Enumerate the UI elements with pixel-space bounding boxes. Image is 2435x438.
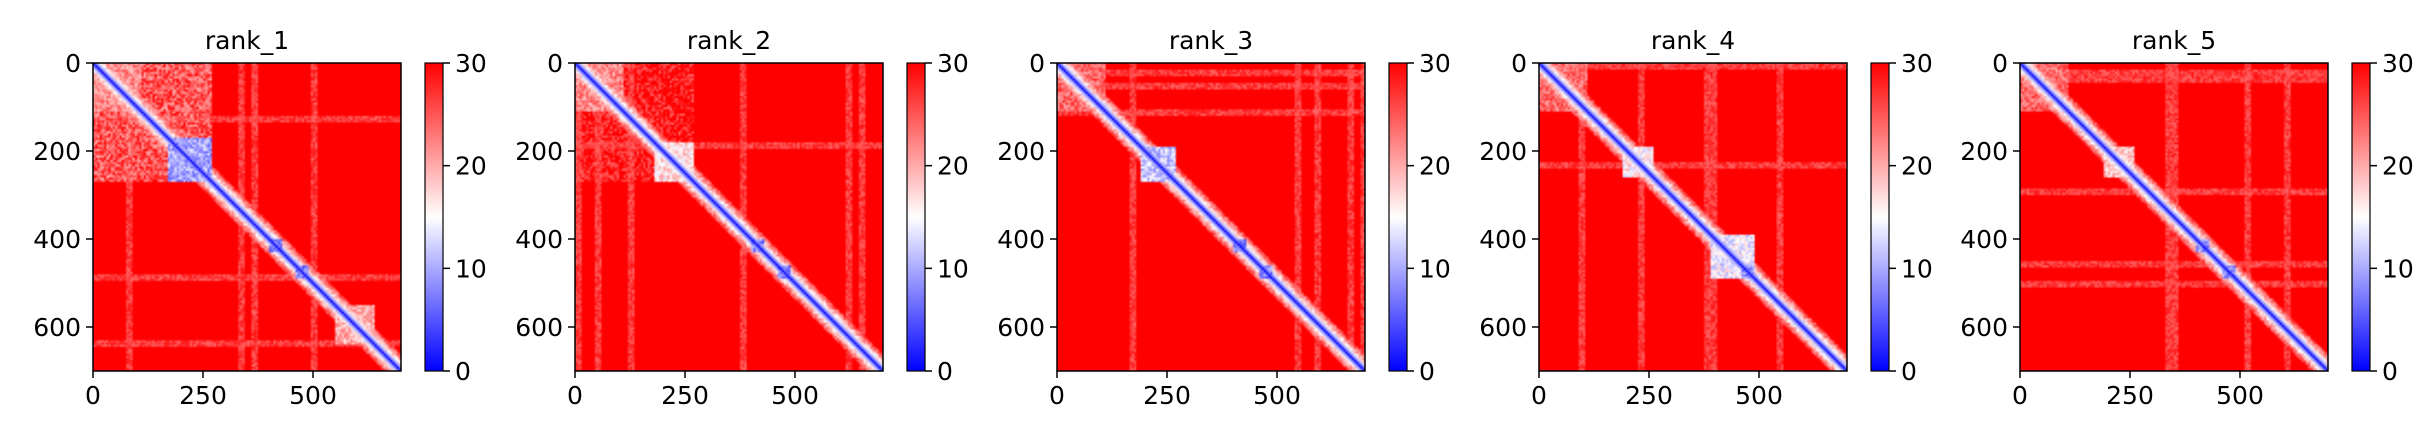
y-tick-label: 400 xyxy=(1479,225,1527,254)
colorbar xyxy=(2351,62,2371,372)
y-tick-label: 400 xyxy=(997,225,1045,254)
colorbar-tick-label: 10 xyxy=(1419,254,1451,283)
heatmap-image xyxy=(2020,63,2328,371)
y-tick-label: 0 xyxy=(547,49,563,78)
colorbar-tick-label: 20 xyxy=(455,152,487,181)
heatmap-image xyxy=(1057,63,1365,371)
colorbar-tick-label: 30 xyxy=(1419,49,1451,78)
axes-frame xyxy=(1538,62,1848,372)
colorbar xyxy=(906,62,926,372)
x-tick-label: 250 xyxy=(2106,381,2154,410)
colorbar-tick-label: 0 xyxy=(2382,357,2398,386)
y-tick-label: 600 xyxy=(997,313,1045,342)
panel-title: rank_2 xyxy=(687,26,771,55)
y-tick-label: 400 xyxy=(33,225,81,254)
x-tick-label: 0 xyxy=(1049,381,1065,410)
heatmap-image xyxy=(1539,63,1847,371)
y-tick-label: 0 xyxy=(1992,49,2008,78)
y-tick-label: 200 xyxy=(1960,137,2008,166)
x-tick-label: 250 xyxy=(1625,381,1673,410)
y-tick-label: 200 xyxy=(1479,137,1527,166)
x-tick-label: 500 xyxy=(771,381,819,410)
heatmap-image xyxy=(93,63,401,371)
heatmap-panel-2: rank_2 0 250 500 0 200 400 600 0 10 20 30 xyxy=(515,26,969,410)
heatmap-panel-5: rank_5 0 250 500 0 200 400 600 0 10 20 30 xyxy=(1960,26,2414,410)
x-tick-label: 250 xyxy=(1143,381,1191,410)
axes-frame xyxy=(1056,62,1366,372)
panel-title: rank_4 xyxy=(1651,26,1735,55)
y-tick-label: 600 xyxy=(1479,313,1527,342)
colorbar xyxy=(1388,62,1408,372)
x-tick-label: 250 xyxy=(179,381,227,410)
y-tick-label: 200 xyxy=(997,137,1045,166)
axes-frame xyxy=(574,62,884,372)
colorbar-tick-label: 10 xyxy=(937,254,969,283)
y-tick-label: 200 xyxy=(33,137,81,166)
colorbar-tick-label: 20 xyxy=(1901,152,1933,181)
colorbar-tick-label: 0 xyxy=(1901,357,1917,386)
panel-title: rank_1 xyxy=(205,26,289,55)
y-tick-label: 600 xyxy=(1960,313,2008,342)
heatmap-panel-3: rank_3 0 250 500 0 200 400 600 0 10 20 30 xyxy=(997,26,1451,410)
y-tick-label: 0 xyxy=(65,49,81,78)
x-tick-label: 0 xyxy=(1531,381,1547,410)
panel-title: rank_3 xyxy=(1169,26,1253,55)
y-tick-label: 200 xyxy=(515,137,563,166)
panel-title: rank_5 xyxy=(2132,26,2216,55)
colorbar-tick-label: 30 xyxy=(2382,49,2414,78)
x-tick-label: 0 xyxy=(567,381,583,410)
heatmap-panel-1: rank_1 0 250 500 0 200 400 600 0 10 20 30 xyxy=(33,26,487,410)
colorbar-tick-label: 10 xyxy=(455,254,487,283)
y-tick-label: 400 xyxy=(515,225,563,254)
x-tick-label: 0 xyxy=(85,381,101,410)
colorbar-tick-label: 20 xyxy=(1419,152,1451,181)
y-tick-label: 600 xyxy=(515,313,563,342)
colorbar xyxy=(424,62,444,372)
colorbar-tick-label: 0 xyxy=(455,357,471,386)
x-tick-label: 500 xyxy=(1253,381,1301,410)
colorbar-tick-label: 10 xyxy=(1901,254,1933,283)
y-tick-label: 600 xyxy=(33,313,81,342)
x-tick-label: 0 xyxy=(2012,381,2028,410)
x-tick-label: 500 xyxy=(289,381,337,410)
colorbar-tick-label: 0 xyxy=(937,357,953,386)
x-tick-label: 500 xyxy=(1735,381,1783,410)
y-tick-label: 400 xyxy=(1960,225,2008,254)
x-tick-label: 500 xyxy=(2216,381,2264,410)
colorbar-tick-label: 30 xyxy=(937,49,969,78)
heatmap-panel-4: rank_4 0 250 500 0 200 400 600 0 10 20 30 xyxy=(1479,26,1933,410)
colorbar xyxy=(1870,62,1890,372)
axes-frame xyxy=(92,62,402,372)
colorbar-tick-label: 30 xyxy=(1901,49,1933,78)
colorbar-tick-label: 20 xyxy=(2382,152,2414,181)
x-tick-label: 250 xyxy=(661,381,709,410)
y-tick-label: 0 xyxy=(1511,49,1527,78)
axes-frame xyxy=(2019,62,2329,372)
heatmap-image xyxy=(575,63,883,371)
y-tick-label: 0 xyxy=(1029,49,1045,78)
colorbar-tick-label: 10 xyxy=(2382,254,2414,283)
colorbar-tick-label: 0 xyxy=(1419,357,1435,386)
colorbar-tick-label: 30 xyxy=(455,49,487,78)
colorbar-tick-label: 20 xyxy=(937,152,969,181)
